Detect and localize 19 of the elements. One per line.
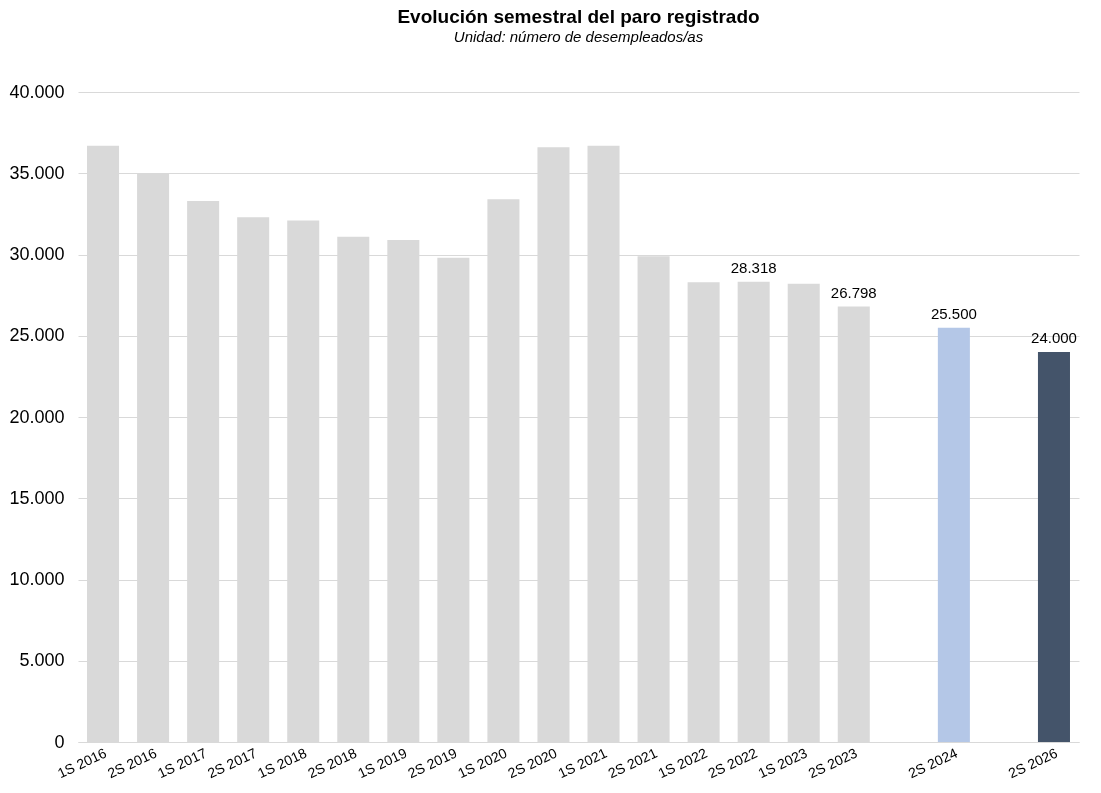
data-label: 24.000	[1031, 329, 1077, 346]
y-tick-label: 0	[54, 731, 65, 752]
y-tick-label: 40.000	[9, 81, 65, 102]
y-tick-label: 10.000	[9, 569, 65, 589]
y-tick-label: 30.000	[9, 244, 65, 264]
bar	[937, 327, 970, 742]
x-tick-label: 2S 2026	[1005, 744, 1061, 782]
chart-title: Evolución semestral del paro registrado	[397, 6, 760, 27]
y-tick-label: 5.000	[19, 650, 65, 671]
y-tick-label: 35.000	[9, 162, 65, 183]
x-tick-label: 2S 2024	[905, 744, 960, 782]
bar	[1037, 352, 1070, 742]
y-tick-label: 20.000	[9, 406, 65, 427]
y-tick-label: 25.000	[9, 325, 65, 346]
data-label: 25.500	[930, 304, 977, 322]
data-label: 26.798	[830, 283, 877, 301]
data-label: 28.318	[730, 258, 777, 276]
y-tick-label: 15.000	[9, 487, 65, 508]
chart-subtitle: Unidad: número de desempleados/as	[453, 28, 704, 45]
